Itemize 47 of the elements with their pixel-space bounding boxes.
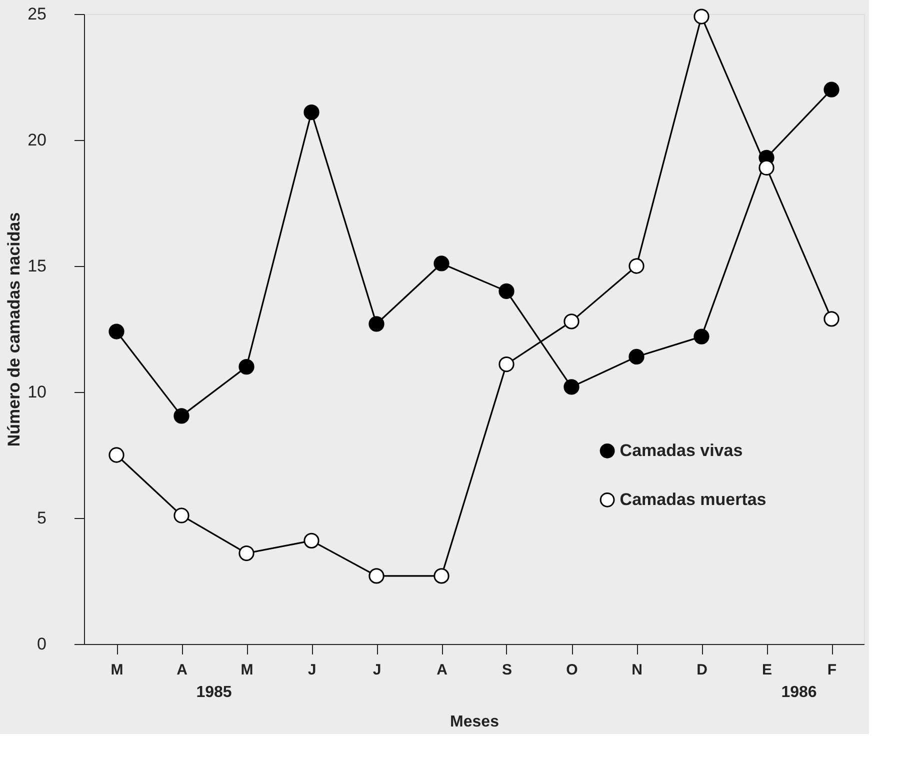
y-tick-label: 20: [28, 130, 46, 150]
point: [434, 256, 450, 272]
point: [368, 316, 384, 332]
y-tick-label: 10: [28, 382, 46, 402]
point: [174, 508, 190, 524]
point: [434, 568, 450, 584]
point: [238, 545, 254, 562]
point: [628, 258, 644, 274]
point: [108, 324, 124, 340]
point: [628, 348, 644, 365]
y-tick-label: 15: [28, 256, 46, 276]
point: [174, 408, 190, 424]
x-tick-label: A: [436, 662, 448, 678]
y-tick-label: 0: [37, 634, 46, 654]
x-tick-label: O: [566, 662, 578, 678]
point: [564, 379, 580, 395]
point: [368, 568, 384, 584]
x-tick-label: F: [827, 662, 837, 678]
point: [824, 82, 840, 98]
y-tick-label: 5: [37, 508, 46, 528]
x-tick-label: N: [632, 662, 642, 678]
x-axis-title: Meses: [450, 714, 500, 730]
x-tick-label: J: [308, 662, 316, 678]
point: [694, 328, 710, 344]
point: [564, 314, 580, 330]
x-tick-label: M: [240, 662, 254, 678]
x-tick-label: S: [502, 662, 512, 678]
point: [694, 8, 710, 24]
y-axis-title: Número de camadas nacidas: [4, 212, 24, 447]
point: [108, 447, 124, 463]
legend-label: Camadas vivas: [620, 440, 743, 460]
x-tick-label: E: [762, 662, 772, 678]
text: 1986: [781, 684, 817, 701]
x-tick-label: M: [110, 662, 124, 678]
text: 1985: [196, 684, 232, 701]
point: [758, 160, 774, 176]
x-tick-label: A: [176, 662, 188, 678]
point: [824, 311, 840, 327]
point: [238, 358, 254, 375]
point: [498, 283, 514, 300]
point: [304, 104, 320, 120]
x-tick-label: J: [372, 662, 382, 678]
x-tick-label: D: [696, 662, 708, 678]
y-tick-label: 25: [28, 4, 46, 24]
legend-label: Camadas muertas: [620, 490, 766, 509]
point: [304, 532, 320, 548]
point: [498, 356, 514, 372]
